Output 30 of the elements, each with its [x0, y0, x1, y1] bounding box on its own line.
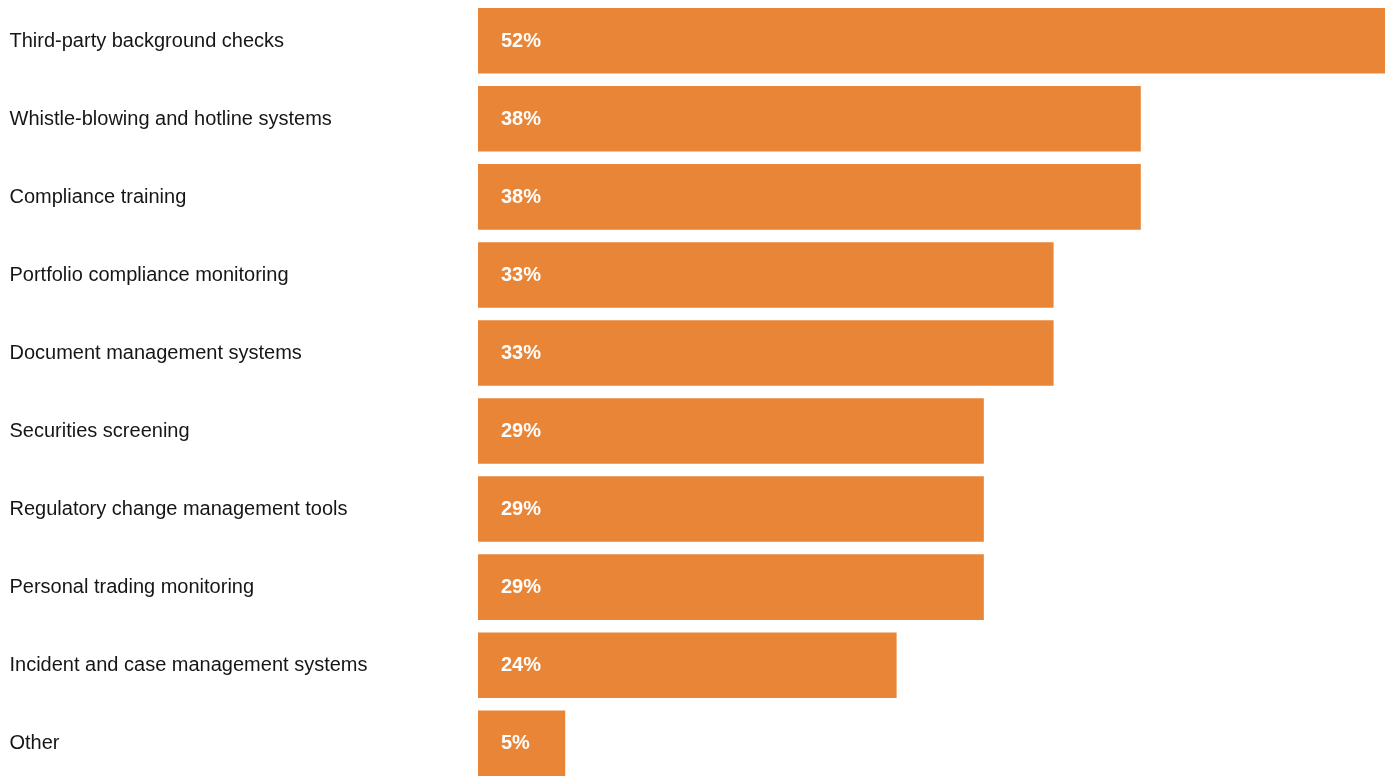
bar — [478, 476, 984, 542]
data-label: 33% — [501, 340, 542, 363]
bar — [478, 554, 984, 620]
y-tick-label: Incident and case management systems — [9, 653, 368, 676]
y-tick-label: Other — [9, 731, 60, 754]
bar — [478, 632, 897, 698]
y-tick-label: Portfolio compliance monitoring — [9, 262, 289, 285]
y-tick-label: Third-party background checks — [9, 28, 285, 51]
data-label: 29% — [501, 575, 542, 598]
data-label: 33% — [501, 262, 542, 285]
bar — [478, 710, 566, 776]
y-tick-label: Document management systems — [9, 340, 302, 363]
bar — [478, 320, 1054, 386]
data-label: 38% — [501, 184, 542, 207]
y-tick-label: Regulatory change management tools — [9, 497, 348, 520]
data-label: 38% — [501, 106, 542, 129]
y-tick-label: Whistle-blowing and hotline systems — [9, 106, 332, 129]
y-tick-label: Personal trading monitoring — [9, 575, 255, 598]
bar — [478, 242, 1054, 308]
data-label: 24% — [501, 653, 542, 676]
bar — [478, 86, 1141, 152]
y-tick-label: Compliance training — [9, 184, 187, 207]
data-label: 29% — [501, 419, 542, 442]
data-label: 29% — [501, 497, 542, 520]
data-label: 52% — [501, 28, 542, 51]
bar — [478, 398, 984, 464]
bar — [478, 8, 1385, 74]
bar — [478, 164, 1141, 230]
data-label: 5% — [501, 731, 531, 754]
y-tick-label: Securities screening — [9, 419, 190, 442]
